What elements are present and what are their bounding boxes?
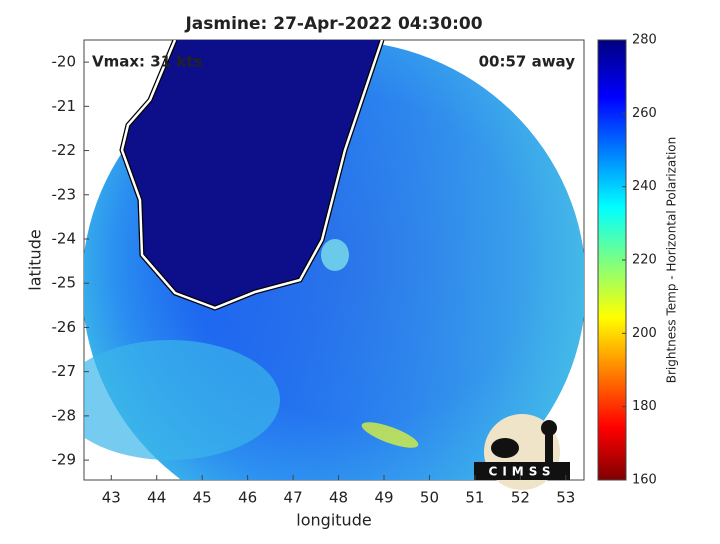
colorbar-tick-label: 240 (632, 179, 657, 194)
colorbar-tick-label: 280 (632, 33, 657, 48)
x-tick-label: 46 (238, 489, 257, 507)
cloud-cell (321, 239, 349, 271)
colorbar-tick-label: 220 (632, 253, 657, 268)
x-tick-label: 45 (193, 489, 212, 507)
colorbar-tick-label: 260 (632, 106, 657, 121)
x-tick-label: 44 (147, 489, 166, 507)
colorbar-label: Brightness Temp - Horizontal Polarizatio… (665, 137, 679, 384)
x-tick-label: 52 (511, 489, 530, 507)
x-axis-label: longitude (296, 511, 371, 530)
y-tick-label: -23 (52, 185, 77, 203)
x-tick-label: 43 (102, 489, 121, 507)
y-tick-label: -29 (52, 451, 77, 469)
cloud-band (84, 340, 280, 460)
y-tick-label: -27 (52, 362, 77, 380)
y-axis-label: latitude (26, 229, 45, 290)
x-tick-label: 49 (374, 489, 393, 507)
x-tick-label: 50 (420, 489, 439, 507)
colorbar-tick-label: 200 (632, 326, 657, 341)
logo-text: CIMSS (489, 465, 556, 479)
logo-dish (491, 438, 519, 458)
cloud-cell (361, 422, 419, 448)
coastline (120, 40, 384, 310)
y-tick-label: -20 (52, 53, 77, 71)
logo: CIMSS (474, 414, 570, 490)
colorbar-tick-label: 160 (632, 473, 657, 488)
swath (84, 40, 584, 480)
colorbar (597, 39, 627, 481)
x-tick-label: 51 (465, 489, 484, 507)
y-tick-label: -21 (52, 97, 77, 115)
colorbar-tick-label: 180 (632, 399, 657, 414)
land (122, 40, 382, 308)
logo-tank (541, 420, 557, 436)
map-title: Jasmine: 27-Apr-2022 04:30:00 (184, 14, 482, 34)
y-tick-label: -24 (52, 229, 77, 247)
logo-band (474, 462, 570, 480)
x-tick-label: 53 (556, 489, 575, 507)
x-tick-label: 47 (284, 489, 303, 507)
logo-tower (545, 428, 553, 462)
x-tick-label: 48 (329, 489, 348, 507)
y-tick-label: -22 (52, 141, 77, 159)
annotation: 00:57 away (479, 53, 576, 71)
y-tick-label: -25 (52, 274, 77, 292)
y-tick-label: -28 (52, 406, 77, 424)
annotation: Vmax: 31 kts (92, 53, 202, 71)
y-tick-label: -26 (52, 318, 77, 336)
